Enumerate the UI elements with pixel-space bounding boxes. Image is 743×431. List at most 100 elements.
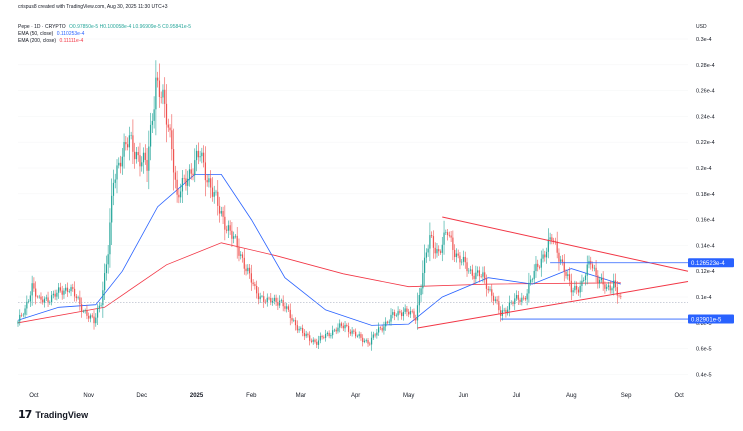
candle-up: [319, 336, 321, 341]
candle-down: [257, 293, 260, 300]
candle-down: [126, 144, 129, 148]
tradingview-logo[interactable]: 17 TradingView: [18, 408, 88, 421]
candle-down: [211, 187, 214, 197]
candle-down: [40, 296, 42, 300]
candle-down: [73, 288, 76, 297]
y-tick-label: 0.6e-5: [696, 347, 712, 353]
candle-down: [614, 280, 617, 288]
candle-down: [157, 77, 159, 81]
candle-down: [165, 103, 168, 125]
candle-up: [187, 178, 189, 186]
candle-up: [324, 334, 327, 338]
candle-down: [47, 297, 49, 303]
candle-down: [478, 270, 481, 277]
candle-up: [280, 300, 283, 301]
candle-down: [164, 89, 166, 104]
candle-down: [379, 327, 382, 329]
candle-down: [452, 237, 454, 250]
candle-up: [560, 259, 562, 262]
candle-up: [100, 305, 102, 306]
candle-down: [125, 142, 127, 145]
y-tick-label: 0.12e-4: [696, 269, 715, 275]
candle-up: [89, 315, 92, 319]
y-tick-label: 0.2e-4: [696, 166, 712, 172]
candle-up: [118, 162, 120, 166]
ema50-legend[interactable]: EMA (50, close) 0.110253e-4: [18, 31, 84, 38]
candle-up: [300, 327, 302, 329]
candle-down: [296, 325, 298, 331]
candle-up: [58, 287, 60, 293]
candle-down: [310, 340, 313, 342]
candle-up: [584, 275, 587, 281]
candle-down: [197, 150, 199, 158]
ema200-line: [17, 242, 621, 324]
x-tick-label: May: [403, 393, 414, 399]
candle-up: [128, 135, 130, 148]
candle-down: [134, 151, 136, 160]
candle-up: [445, 232, 447, 233]
candle-up: [17, 321, 19, 324]
candle-up: [526, 293, 528, 300]
candle-down: [570, 280, 572, 293]
candle-down: [492, 295, 495, 301]
candle-up: [121, 156, 123, 167]
candle-down: [620, 295, 622, 297]
candle-up: [105, 264, 108, 274]
x-tick-label: Oct: [674, 393, 684, 399]
candle-up: [395, 315, 397, 317]
candle-down: [393, 312, 396, 316]
candle-up: [372, 334, 374, 338]
x-tick-label: Apr: [351, 393, 360, 399]
candle-down: [466, 262, 468, 272]
candle-up: [409, 311, 412, 315]
tradingview-mark-icon: 17: [18, 408, 32, 421]
candle-up: [19, 314, 21, 322]
candle-down: [171, 130, 173, 150]
candle-up: [70, 287, 72, 292]
candle-down: [248, 267, 251, 274]
candle-up: [370, 337, 373, 345]
candle-down: [544, 254, 546, 258]
candle-down: [505, 309, 507, 314]
candle-down: [498, 301, 500, 311]
candle-down: [604, 284, 606, 289]
candle-up: [388, 321, 390, 323]
candle-up: [107, 254, 109, 265]
candle-down: [289, 309, 291, 319]
x-axis: Oct Nov Dec 2025 Feb Mar Apr May Jun Jul Aug Sep Oct: [29, 393, 684, 399]
candle-down: [597, 275, 599, 284]
candle-up: [494, 299, 496, 301]
candle-up: [194, 160, 196, 176]
candle-down: [256, 285, 258, 294]
candle-down: [553, 240, 555, 242]
candle-up: [259, 296, 261, 300]
candle-up: [273, 297, 275, 302]
candle-down: [119, 162, 122, 167]
candle-down: [328, 332, 330, 337]
candle-up: [82, 311, 85, 312]
candle-up: [49, 302, 51, 303]
candle-down: [432, 236, 435, 248]
candle-down: [349, 331, 351, 334]
candle-up: [114, 179, 116, 183]
candle-down: [167, 124, 169, 128]
candle-down: [347, 326, 350, 332]
grid: [18, 38, 688, 375]
y-axis: 0.3e-4 0.28e-4 0.26e-4 0.24e-4 0.22e-4 0.2e-4…: [696, 37, 715, 378]
candle-down: [406, 308, 408, 312]
candle-up: [535, 263, 537, 271]
candle-down: [174, 172, 176, 180]
symbol-name[interactable]: Pepe · 1D · CRYPTO: [18, 24, 66, 30]
candle-down: [309, 335, 311, 341]
ema200-legend[interactable]: EMA (200, close) 0.11111e-4: [18, 38, 83, 45]
candle-down: [484, 272, 486, 279]
candle-down: [59, 287, 62, 291]
ema200-value: 0.11111e-4: [59, 38, 84, 44]
candle-up: [420, 288, 422, 296]
resistance-price-label: 0.126523e-4: [691, 261, 725, 267]
candle-up: [112, 182, 115, 196]
candle-up: [180, 191, 182, 198]
candle-down: [480, 276, 482, 277]
candle-up: [462, 256, 465, 262]
